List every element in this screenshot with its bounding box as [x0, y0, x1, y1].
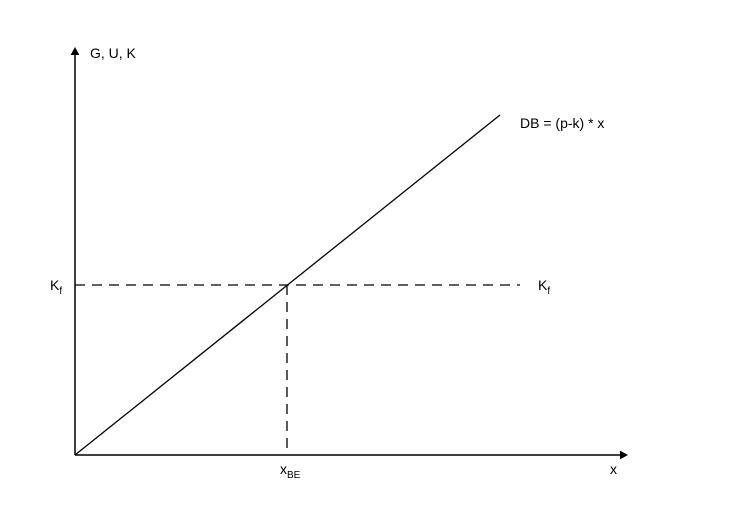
xbe-label: xBE [280, 461, 301, 481]
diag-line-label: DB = (p-k) * x [520, 115, 604, 131]
axes [71, 47, 628, 459]
break-even-chart: G, U, K x Kf Kf xBE DB = (p-k) * x [0, 0, 750, 528]
x-axis-arrow-icon [620, 451, 628, 460]
x-axis-label: x [610, 461, 617, 477]
y-axis-label: G, U, K [90, 45, 137, 61]
kf-right-label: Kf [538, 277, 550, 297]
y-axis-arrow-icon [71, 47, 80, 55]
kf-left-label: Kf [50, 277, 62, 297]
